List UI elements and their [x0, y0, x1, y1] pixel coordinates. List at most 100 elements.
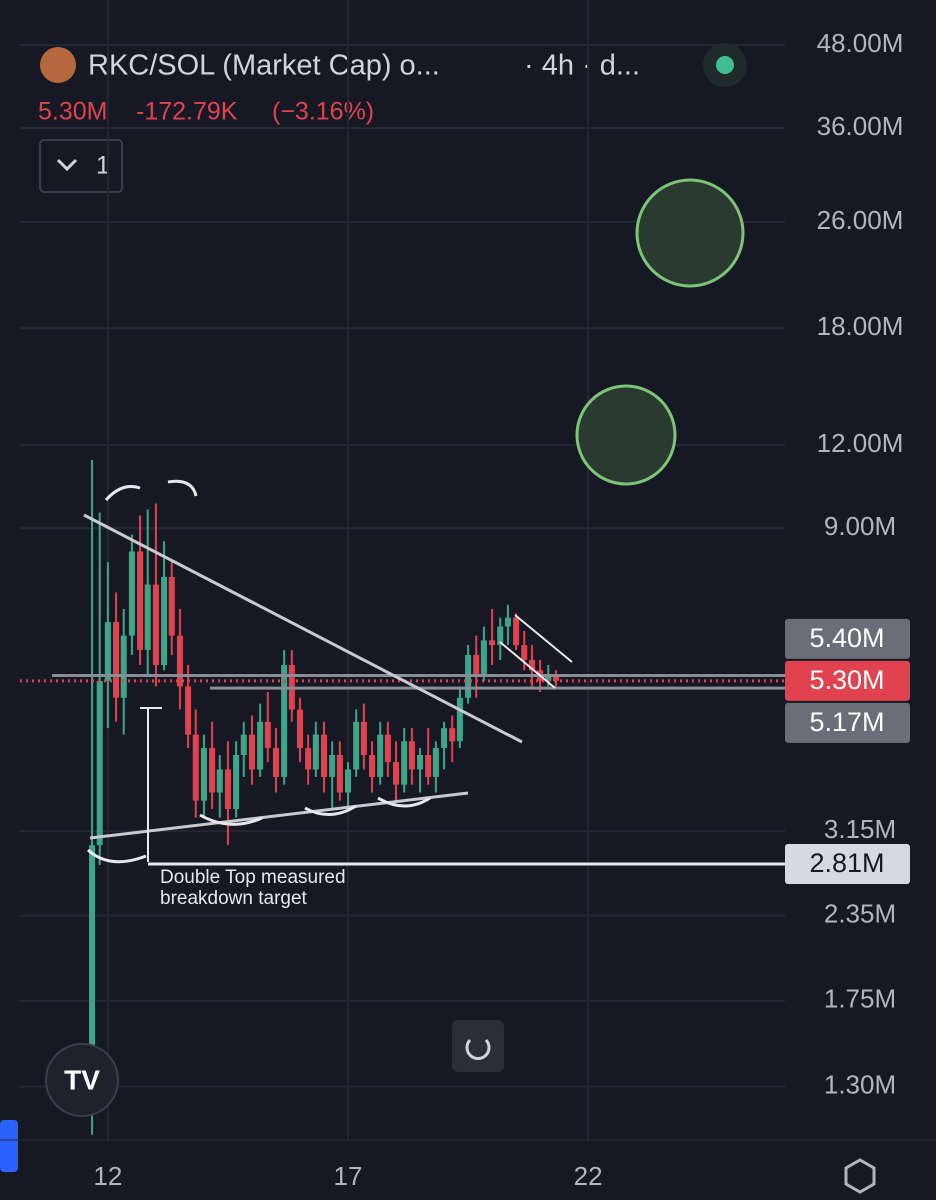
y-tick-label: 1.75M	[824, 984, 896, 1014]
price-change-pct: (−3.16%)	[272, 98, 374, 126]
candle-body	[417, 755, 424, 770]
symbol-icon	[40, 47, 76, 83]
candle-body	[257, 721, 264, 770]
candle-body	[552, 675, 559, 681]
price-tag	[785, 618, 910, 659]
indicator-toggle[interactable]	[39, 139, 123, 193]
candle-body	[200, 748, 207, 801]
candle-body	[384, 734, 391, 763]
candle-body	[425, 755, 432, 777]
candle-body	[113, 622, 120, 698]
candle-body	[489, 640, 496, 646]
candle-body	[545, 675, 552, 681]
y-tick-label: 18.00M	[817, 311, 904, 341]
candle-body	[168, 576, 175, 636]
candle-body	[353, 721, 360, 770]
tradingview-logo[interactable]	[45, 1043, 119, 1117]
x-tick-label: 22	[574, 1161, 603, 1191]
side-tab[interactable]	[0, 1120, 18, 1172]
candle-body	[441, 728, 448, 749]
x-tick-label: 12	[93, 1161, 122, 1191]
candle-body	[528, 659, 535, 671]
candle-body	[185, 686, 192, 735]
reset-icon	[465, 1038, 491, 1060]
candle-body	[264, 721, 271, 749]
candle-body	[480, 640, 487, 676]
candle-body	[401, 741, 408, 785]
candle-body	[209, 748, 216, 793]
settings-button[interactable]	[844, 1158, 876, 1194]
indicator-count: 1	[96, 152, 110, 180]
price-tag-label: 5.40M	[809, 623, 884, 653]
y-tick-label: 1.30M	[824, 1069, 896, 1099]
candle-body	[137, 551, 144, 650]
candle-body	[497, 626, 504, 646]
y-tick-label: 9.00M	[824, 511, 896, 541]
candle-body	[456, 697, 463, 742]
candle-body	[176, 635, 183, 687]
target-circle	[635, 178, 745, 288]
y-tick-label: 2.35M	[824, 899, 896, 929]
price-change: -172.79K	[136, 98, 238, 126]
status-dot	[716, 56, 734, 74]
candle-body	[521, 645, 528, 660]
candle-body	[369, 755, 376, 777]
y-tick-label: 26.00M	[817, 205, 904, 235]
candle-body	[329, 755, 336, 777]
y-tick-label: 3.15M	[824, 814, 896, 844]
candle-body	[281, 665, 288, 777]
candle-body	[152, 584, 159, 666]
candle-body	[224, 769, 231, 810]
candle-body	[393, 762, 400, 785]
price-axis	[785, 0, 936, 1140]
candle-body	[305, 748, 312, 770]
candle-body	[312, 734, 319, 770]
logo-mark: TV	[64, 1064, 100, 1095]
symbol-title: RKC/SOL (Market Cap) o...	[88, 50, 440, 82]
x-tick-label: 17	[334, 1161, 363, 1191]
price-tag	[785, 844, 910, 885]
candle-body	[320, 734, 327, 777]
candle-body	[144, 584, 151, 650]
candle-body	[192, 734, 199, 801]
candle-body	[120, 635, 127, 698]
candle-body	[473, 654, 480, 676]
candle-body	[96, 680, 103, 846]
annotation-text: Double Top measured	[160, 867, 346, 888]
annotation-text: breakdown target	[160, 888, 308, 909]
candle-body	[248, 734, 255, 770]
price-tag	[785, 702, 910, 743]
reset-button[interactable]	[452, 1020, 504, 1072]
interval: · 4h · d...	[524, 50, 640, 82]
candle-body	[504, 617, 511, 627]
candle-body	[360, 721, 367, 756]
candle-body	[377, 734, 384, 777]
last-price: 5.30M	[38, 98, 107, 126]
chevron-icon	[56, 158, 78, 172]
y-tick-label: 48.00M	[817, 28, 904, 58]
candle-body	[296, 709, 303, 749]
candle-body	[128, 551, 135, 636]
y-tick-label: 36.00M	[817, 111, 904, 141]
candle-body	[344, 769, 351, 793]
candle-body	[408, 741, 415, 770]
candle-body	[216, 769, 223, 793]
candle-body	[336, 755, 343, 793]
candle-body	[449, 728, 456, 742]
price-tag	[785, 660, 910, 701]
candle-body	[233, 755, 240, 810]
candle-body	[272, 748, 279, 777]
candle-body	[104, 622, 111, 681]
candle-body	[513, 617, 520, 646]
candle-body	[161, 576, 168, 666]
target-circle	[575, 384, 677, 486]
y-tick-label: 12.00M	[817, 428, 904, 458]
price-tag-label: 5.30M	[809, 665, 884, 695]
candle-body	[432, 748, 439, 777]
price-tag-label: 5.17M	[809, 707, 884, 737]
drawings	[83, 479, 573, 864]
price-tag-label: 2.81M	[809, 848, 884, 878]
candle-body	[89, 845, 96, 1110]
